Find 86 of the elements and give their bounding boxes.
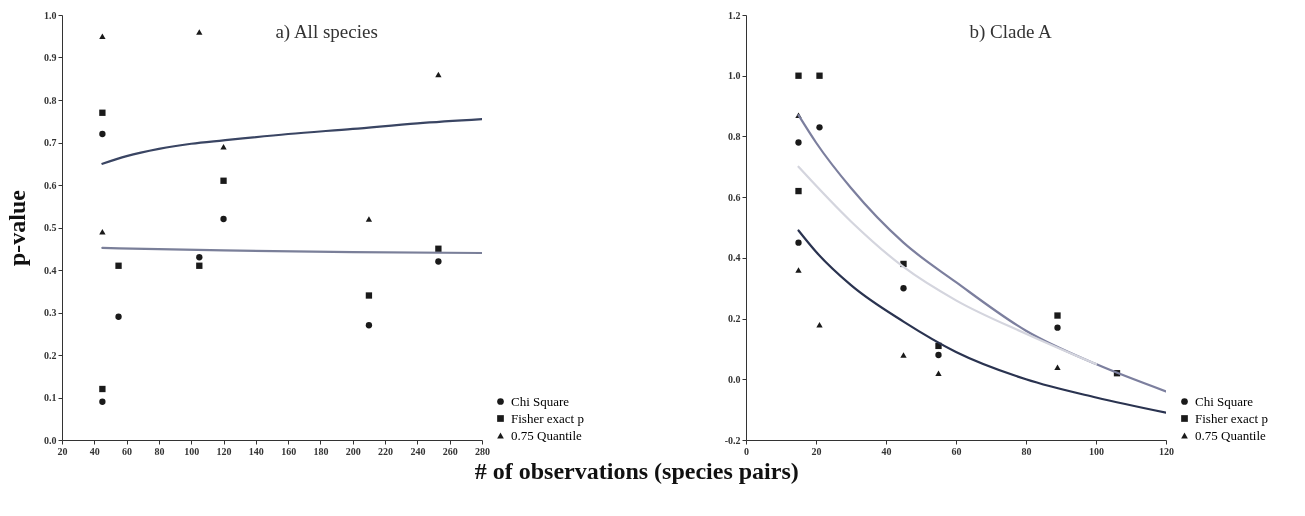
point [365,292,373,299]
y-tick-label: 0.4 [728,252,741,264]
y-tick-label: 0.2 [44,349,57,361]
point [795,267,802,273]
y-tick-label: 0.0 [44,434,57,446]
point [1054,312,1061,319]
point [900,352,907,358]
legend-label: 0.75 Quantile [1195,427,1266,443]
x-tick-label: 120 [1159,445,1174,457]
chart-title: b) Clade A [969,21,1053,43]
line-series [797,114,1166,393]
y-tick-label: 0.8 [728,130,741,142]
point [795,187,802,195]
x-axis-title: # of observations (species pairs) [474,458,799,484]
y-tick-label: 1.2 [728,9,741,21]
y-tick-label: 0.3 [44,307,57,318]
y-axis-title: p-value [4,189,30,267]
y-tick-label: 0.6 [44,179,57,191]
x-tick-label: 160 [281,445,297,457]
y-tick-label: 0.4 [44,264,57,276]
x-tick-label: 200 [345,445,361,457]
x-tick-label: 180 [313,445,329,457]
x-tick-label: 0 [744,445,749,457]
point [816,124,823,131]
point [99,385,106,393]
line-series [797,165,1098,366]
y-tick-label: -0.2 [724,434,741,446]
x-tick-label: 60 [122,445,133,457]
x-tick-label: 80 [1021,445,1032,457]
x-tick-label: 100 [1089,445,1104,457]
y-tick-label: 1.0 [728,70,741,82]
x-tick-label: 100 [184,445,200,457]
line-series [797,229,1166,414]
legend-label: 0.75 Quantile [511,427,582,443]
y-tick-label: 0.6 [728,191,741,203]
point [115,313,122,320]
x-tick-label: 80 [154,445,165,457]
point [196,262,203,269]
point [99,109,106,116]
point [795,239,802,246]
x-tick-label: 220 [378,445,394,457]
x-tick-label: 20 [811,445,822,457]
point [1054,324,1061,331]
chart-title: a) All species [275,21,378,43]
point [99,33,106,39]
point [435,258,442,265]
point [1054,364,1061,370]
point [795,139,802,146]
point [115,262,122,269]
point [935,351,942,359]
x-tick-label: 40 [881,445,892,457]
y-tick-label: 0.9 [44,52,57,63]
point [220,177,227,184]
x-tick-label: 60 [951,445,962,457]
point [900,285,907,292]
x-tick-label: 260 [442,445,458,457]
y-tick-label: 0.5 [44,222,57,233]
y-tick-label: 0.1 [44,392,57,403]
x-tick-label: 120 [216,445,232,457]
y-tick-label: 0.0 [728,373,741,385]
legend-label: Fisher exact p [1195,410,1268,426]
legend-label: Fisher exact p [511,410,584,426]
line-series [101,118,482,165]
legend-label: Chi Square [1195,393,1254,409]
y-tick-label: 0.8 [44,94,57,106]
y-tick-label: 0.7 [44,137,57,148]
point [220,215,227,223]
x-tick-label: 280 [475,445,490,457]
point [435,245,442,252]
legend-label: Chi Square [511,393,570,409]
point [935,370,942,376]
point [795,72,802,79]
point [99,130,106,138]
y-tick-label: 0.2 [728,313,741,325]
x-tick-label: 40 [89,445,100,457]
x-tick-label: 20 [57,445,68,457]
point [196,29,203,35]
point [816,72,823,79]
point [365,216,373,222]
point [196,254,203,261]
point [99,398,106,405]
point [435,71,442,78]
x-tick-label: 140 [248,445,264,457]
point [365,322,373,329]
y-tick-label: 1.0 [44,9,57,21]
x-tick-label: 240 [410,445,426,457]
